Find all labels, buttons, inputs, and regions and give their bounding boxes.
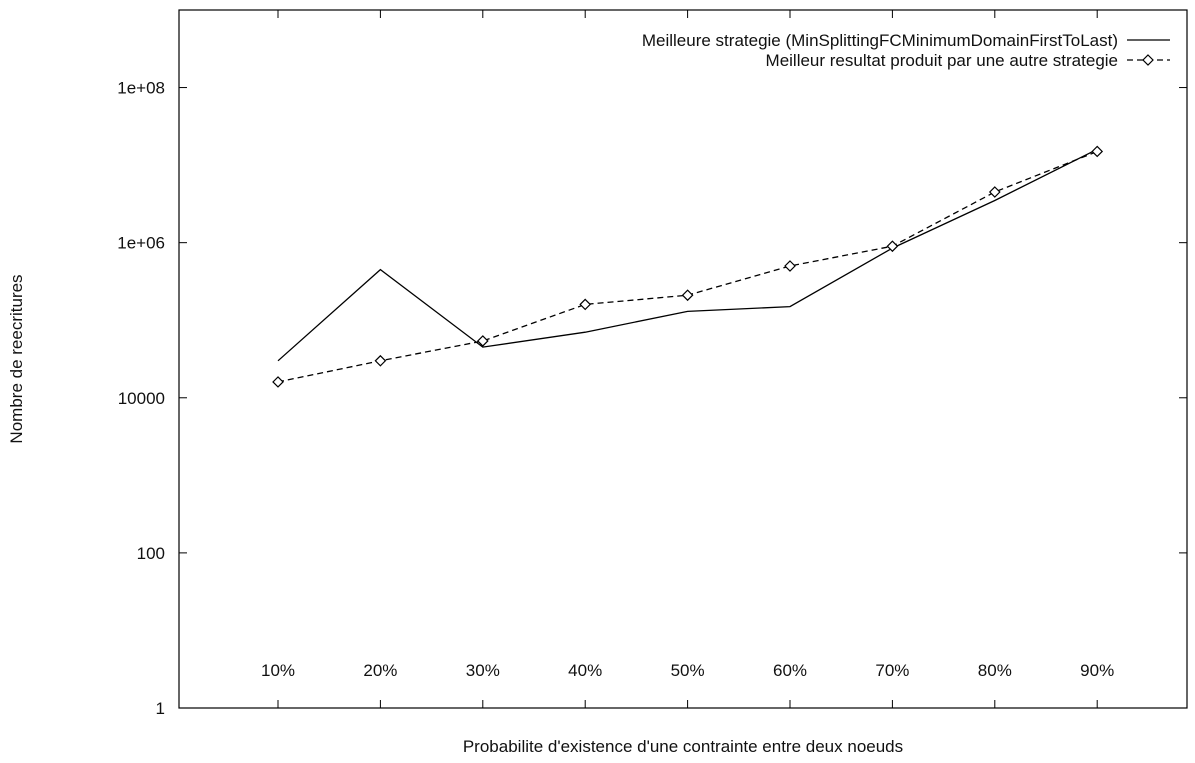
data-point-other-strategy (1091, 145, 1104, 158)
x-tick-label: 10% (261, 661, 295, 680)
legend-label: Meilleure strategie (MinSplittingFCMinim… (642, 31, 1118, 50)
x-tick-label: 90% (1080, 661, 1114, 680)
series-lines (277, 148, 1098, 383)
data-point-other-strategy (476, 335, 489, 347)
data-point-other-strategy (374, 354, 387, 367)
legend-label: Meilleur resultat produit par une autre … (766, 51, 1118, 70)
x-axis-title: Probabilite d'existence d'une contrainte… (463, 737, 903, 756)
data-point-other-strategy (272, 376, 284, 388)
x-tick-label: 70% (875, 661, 909, 680)
axis-ticks: 1 100 10000 1e+06 1e+08 10% 20% 30% 40% 50% 60% 70%… (117, 10, 1187, 718)
series-line-best-strategy (277, 148, 1098, 362)
legend-swatch-marker (1142, 54, 1154, 66)
x-tick-label: 80% (978, 661, 1012, 680)
x-tick-label: 20% (363, 661, 397, 680)
data-point-other-strategy (784, 260, 796, 272)
y-tick-label: 1e+08 (117, 79, 165, 98)
legend: Meilleure strategie (MinSplittingFCMinim… (642, 31, 1170, 70)
y-tick-label: 1 (156, 699, 165, 718)
series-markers (272, 145, 1104, 388)
y-tick-label: 100 (137, 544, 165, 563)
data-point-other-strategy (681, 289, 694, 302)
y-tick-label: 10000 (118, 389, 165, 408)
data-point-other-strategy (886, 240, 899, 253)
y-axis-title: Nombre de reecritures (7, 274, 26, 443)
data-point-other-strategy (579, 298, 592, 311)
series-line-other-strategy (277, 150, 1098, 383)
x-tick-label: 50% (671, 661, 705, 680)
plot-frame (178, 9, 1188, 709)
x-tick-label: 40% (568, 661, 602, 680)
y-tick-label: 1e+06 (117, 234, 165, 253)
data-point-other-strategy (988, 186, 1001, 198)
x-tick-label: 60% (773, 661, 807, 680)
x-tick-label: 30% (466, 661, 500, 680)
